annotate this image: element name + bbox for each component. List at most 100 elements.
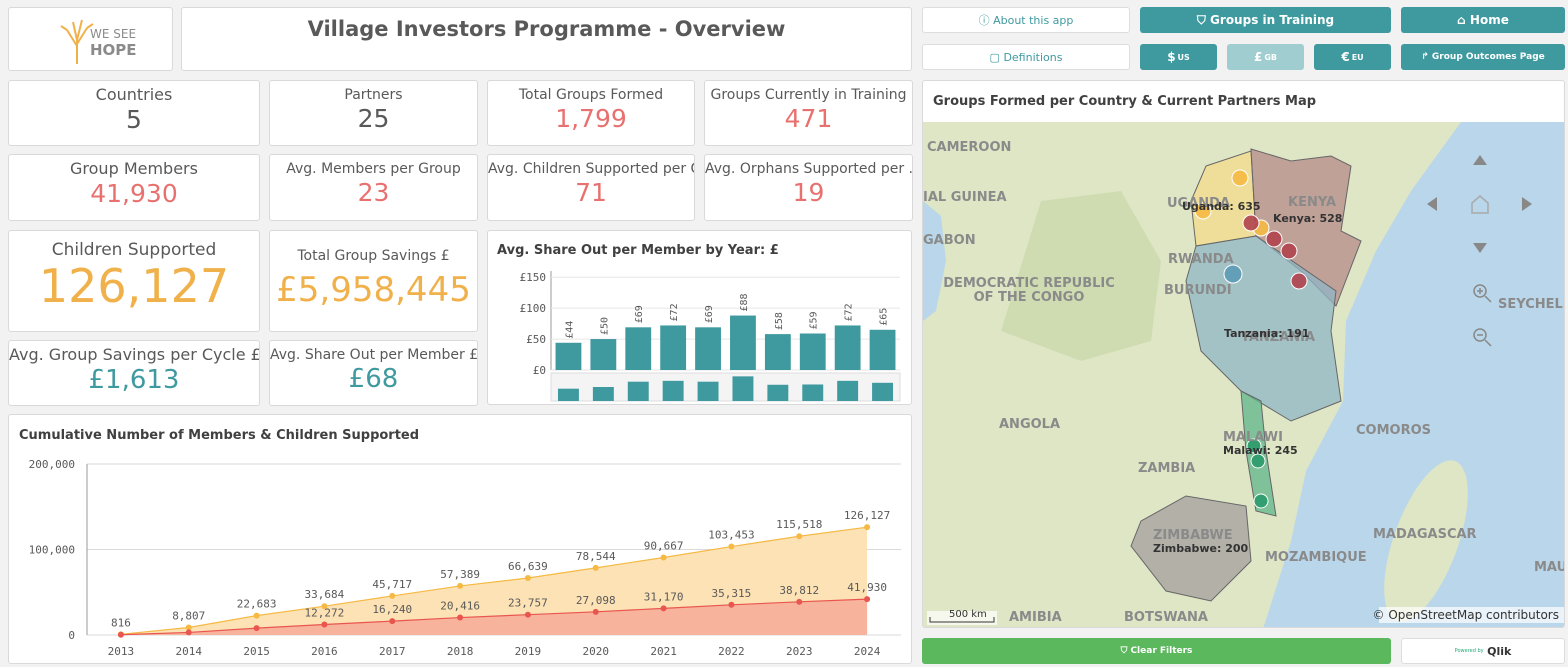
kpi-value: £1,613	[88, 365, 180, 395]
point	[185, 624, 192, 631]
pan-left[interactable]	[1427, 197, 1437, 211]
kpi-card: Group Members 41,930	[8, 154, 260, 221]
value-label: 126,127	[844, 509, 890, 522]
kpi-value: 19	[792, 178, 825, 207]
label: Groups in Training	[1210, 13, 1335, 27]
pan-down[interactable]	[1473, 243, 1487, 253]
clear-filters-button[interactable]: ⛉ Clear Filters	[922, 638, 1391, 664]
map-label: OF THE CONGO	[974, 290, 1085, 305]
value-label: £59	[809, 311, 820, 329]
map-label: MALAWI	[1223, 430, 1283, 445]
marker	[1223, 264, 1243, 284]
home-button[interactable]: ⌂ Home	[1401, 7, 1565, 33]
mini-bar	[872, 382, 894, 401]
map-label: TANZANIA	[1241, 330, 1315, 345]
y-tick-label: £50	[526, 333, 546, 346]
usd-button[interactable]: $ US	[1140, 44, 1217, 70]
marker	[1250, 453, 1266, 469]
line	[120, 526, 868, 635]
value-label: 90,667	[644, 539, 684, 552]
logo-text: WE SEE	[90, 27, 137, 41]
pan-up[interactable]	[1473, 155, 1487, 165]
value-label: £69	[634, 305, 645, 323]
scale-bar	[929, 617, 995, 623]
point	[117, 631, 124, 638]
kpi-value: 25	[357, 104, 390, 133]
label: Qlik	[1487, 644, 1512, 658]
kpi-label: Avg. Group Savings per Cycle £	[9, 345, 259, 364]
eur-button[interactable]: € EU	[1314, 44, 1391, 70]
kpi-label: Total Group Savings £	[297, 248, 450, 264]
groups-training-button[interactable]: ⛉ Groups in Training	[1140, 7, 1391, 33]
marker	[1246, 438, 1262, 454]
pan-right[interactable]	[1522, 197, 1532, 211]
kpi-value: 1,799	[555, 104, 627, 133]
kpi-label: Children Supported	[51, 240, 217, 260]
bar	[869, 329, 896, 370]
kpi-label: Group Members	[70, 159, 198, 178]
bar	[590, 339, 617, 370]
value-label: 78,544	[576, 550, 616, 563]
marker	[1253, 493, 1269, 509]
qlik-badge[interactable]: Powered by Qlik	[1401, 638, 1565, 664]
y-tick-label: £0	[533, 364, 546, 377]
bar	[555, 342, 582, 370]
about-button[interactable]: ⓘ About this app	[922, 7, 1130, 33]
gbp-button[interactable]: £ GB	[1227, 44, 1304, 70]
kpi-value: 23	[357, 178, 390, 207]
map-home[interactable]	[1471, 195, 1489, 214]
map-title: Groups Formed per Country & Current Part…	[933, 94, 1317, 109]
value-label: 23,757	[508, 597, 548, 610]
value-label: 115,518	[776, 518, 822, 531]
kpi-label: Total Groups Formed	[518, 87, 664, 103]
value-label: 816	[111, 616, 131, 629]
line	[120, 598, 868, 636]
mini-bar	[697, 381, 719, 401]
definitions-button[interactable]: ▢ Definitions	[922, 44, 1130, 70]
logo-text: HOPE	[90, 41, 137, 59]
forest	[1001, 191, 1161, 361]
y-tick-label: £100	[520, 302, 547, 315]
value-label: 57,389	[440, 568, 480, 581]
value-label: £72	[669, 303, 680, 321]
point	[389, 592, 396, 599]
map-label: IAL GUINEA	[923, 190, 1007, 205]
point	[796, 533, 803, 540]
zoom-in[interactable]	[1473, 284, 1487, 298]
value-label: 35,315	[712, 587, 752, 600]
bar-chart: £0 £50 £100 £150 £44 £50 £69 £72 £69 £88 £58 £59 £72…	[520, 271, 901, 402]
kpi-value: £68	[348, 364, 399, 394]
map-panel: Groups Formed per Country & Current Part…	[922, 80, 1565, 628]
point	[660, 605, 667, 612]
map-controls[interactable]	[1427, 155, 1532, 347]
map-label: DEMOCRATIC REPUBLIC	[943, 276, 1115, 291]
kpi-value: 71	[575, 178, 607, 207]
point	[253, 612, 260, 619]
value-label: £65	[879, 308, 890, 326]
label: EU	[1351, 52, 1364, 62]
x-tick-label: 2015	[243, 645, 270, 658]
value-label: £44	[564, 321, 575, 339]
point	[321, 603, 328, 610]
value-label: £58	[774, 312, 785, 330]
island	[1384, 460, 1468, 622]
x-tick-label: 2024	[854, 645, 881, 658]
kpi-card: Children Supported 126,127	[8, 230, 260, 332]
zoom-out[interactable]	[1473, 328, 1487, 342]
outcomes-button[interactable]: ↱ Group Outcomes Page	[1401, 44, 1565, 70]
kpi-label: Avg. Share Out per Member £	[270, 347, 477, 363]
map-label: BOTSWANA	[1124, 610, 1208, 625]
kpi-card: Partners 25	[269, 80, 478, 146]
kpi-card: Avg. Members per Group 23	[269, 154, 478, 221]
kpi-label: Groups Currently in Training	[710, 87, 907, 103]
mini-bar	[557, 388, 579, 401]
point	[660, 554, 667, 561]
map-data-label: Zimbabwe: 200	[1153, 542, 1249, 555]
country-zimbabwe	[1130, 495, 1252, 602]
y-tick-label: 200,000	[29, 458, 75, 471]
value-label: £50	[599, 317, 610, 335]
x-tick-label: 2020	[583, 645, 610, 658]
map-label: COMOROS	[1356, 423, 1431, 438]
kpi-value: 5	[126, 105, 142, 134]
label: About this app	[993, 13, 1074, 27]
